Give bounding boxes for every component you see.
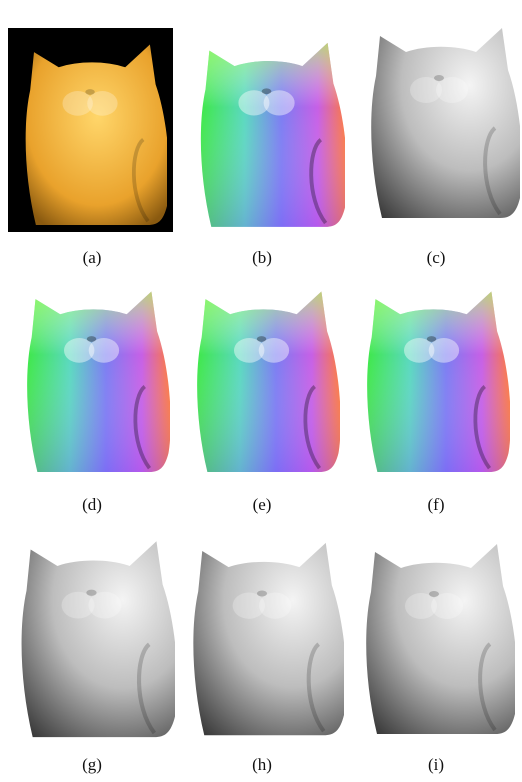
panel-label: (g) — [82, 755, 102, 774]
rendered-shape — [22, 541, 178, 737]
panel-label: (c) — [427, 248, 446, 267]
panel-label: (b) — [252, 248, 272, 267]
panel-label: (e) — [253, 495, 272, 514]
page: (a) (b) (c) (d) (e) (f) (g) (h) (i) (() … — [0, 0, 522, 777]
panel-label: (h) — [252, 755, 272, 774]
photo-cat — [26, 45, 170, 226]
rendered-shape — [193, 543, 346, 735]
normal-map-shade — [197, 292, 341, 473]
normal-map-shade — [201, 43, 347, 227]
panel-label: (a) — [83, 248, 102, 267]
figure: (a) (b) (c) (d) (e) (f) (g) (h) (i) — [0, 0, 522, 777]
panel-label: (f) — [428, 495, 445, 514]
rendered-shape — [371, 28, 522, 218]
panel-label: (i) — [428, 755, 444, 774]
rendered-shape — [366, 544, 517, 734]
normal-map-shade — [27, 292, 171, 473]
panel-label: (d) — [82, 495, 102, 514]
normal-map-shade — [367, 292, 511, 473]
